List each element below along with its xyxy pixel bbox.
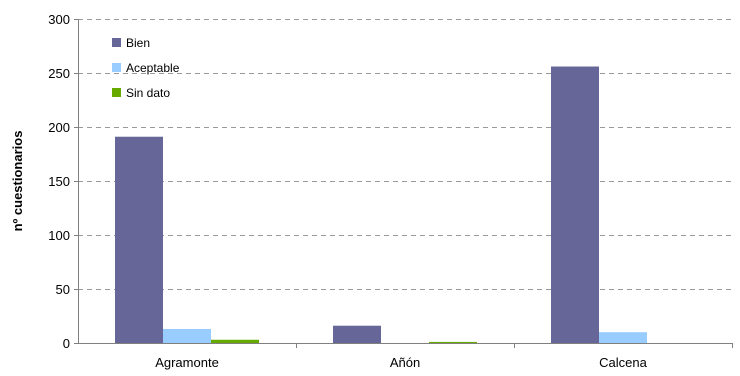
- y-tick-label: 200: [48, 120, 70, 135]
- x-tick-label: Calcena: [599, 355, 647, 370]
- legend-label: Aceptable: [126, 61, 180, 75]
- y-tick-label: 300: [48, 12, 70, 27]
- bar-bien-2: [551, 66, 599, 344]
- x-tick-labels: Agramonte Añón Calcena: [155, 343, 733, 370]
- legend-label: Sin dato: [126, 86, 170, 100]
- y-tick-label: 0: [63, 336, 70, 351]
- axes: [78, 19, 732, 344]
- legend: Bien Aceptable Sin dato: [112, 36, 180, 100]
- bar-sin-dato-0: [211, 339, 259, 343]
- bars: [115, 66, 647, 344]
- bar-bien-0: [115, 136, 163, 343]
- bar-aceptable-2: [599, 332, 647, 343]
- bar-sin-dato-1: [429, 341, 477, 343]
- x-tick-label: Añón: [390, 355, 420, 370]
- y-axis-label: nº cuestionarios: [10, 131, 25, 232]
- x-tick-label: Agramonte: [155, 355, 219, 370]
- legend-swatch: [112, 63, 121, 72]
- y-tick-label: 150: [48, 174, 70, 189]
- y-tick-label: 100: [48, 228, 70, 243]
- bar-aceptable-0: [163, 328, 211, 343]
- legend-label: Bien: [126, 36, 150, 50]
- legend-swatch: [112, 88, 121, 97]
- y-tick-label: 250: [48, 66, 70, 81]
- legend-swatch: [112, 38, 121, 47]
- y-tick-labels: 0 50 100 150 200 250 300: [48, 12, 78, 351]
- grid: [78, 19, 732, 290]
- y-tick-label: 50: [56, 282, 70, 297]
- bar-bien-1: [333, 325, 381, 343]
